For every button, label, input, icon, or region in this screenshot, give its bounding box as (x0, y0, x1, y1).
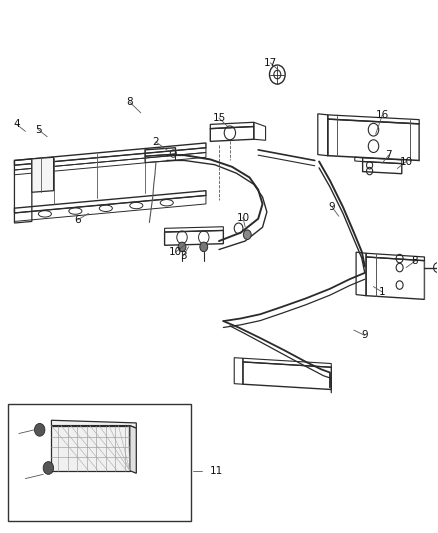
Text: 7: 7 (385, 150, 392, 160)
Text: 10: 10 (399, 157, 413, 166)
Text: 15: 15 (212, 113, 226, 123)
Circle shape (43, 462, 53, 474)
Text: 17: 17 (264, 58, 277, 68)
Text: 10: 10 (237, 213, 250, 223)
Text: 8: 8 (412, 256, 418, 266)
Text: 11: 11 (210, 466, 223, 475)
Text: 9: 9 (329, 202, 336, 212)
Circle shape (35, 423, 45, 436)
Text: 6: 6 (74, 215, 81, 225)
Text: 1: 1 (379, 287, 385, 297)
Circle shape (244, 230, 251, 239)
Polygon shape (130, 425, 136, 473)
Text: 9: 9 (361, 330, 368, 341)
Circle shape (200, 242, 208, 252)
Text: 4: 4 (13, 119, 20, 130)
Polygon shape (51, 420, 136, 428)
Polygon shape (51, 425, 130, 471)
Text: 3: 3 (180, 251, 187, 261)
Bar (8, 405, 191, 521)
Circle shape (178, 242, 186, 252)
Text: 10: 10 (169, 247, 182, 257)
Text: 2: 2 (152, 137, 159, 147)
Text: 16: 16 (375, 110, 389, 120)
Text: 8: 8 (127, 97, 133, 107)
Polygon shape (32, 157, 53, 192)
Text: 5: 5 (35, 125, 42, 135)
